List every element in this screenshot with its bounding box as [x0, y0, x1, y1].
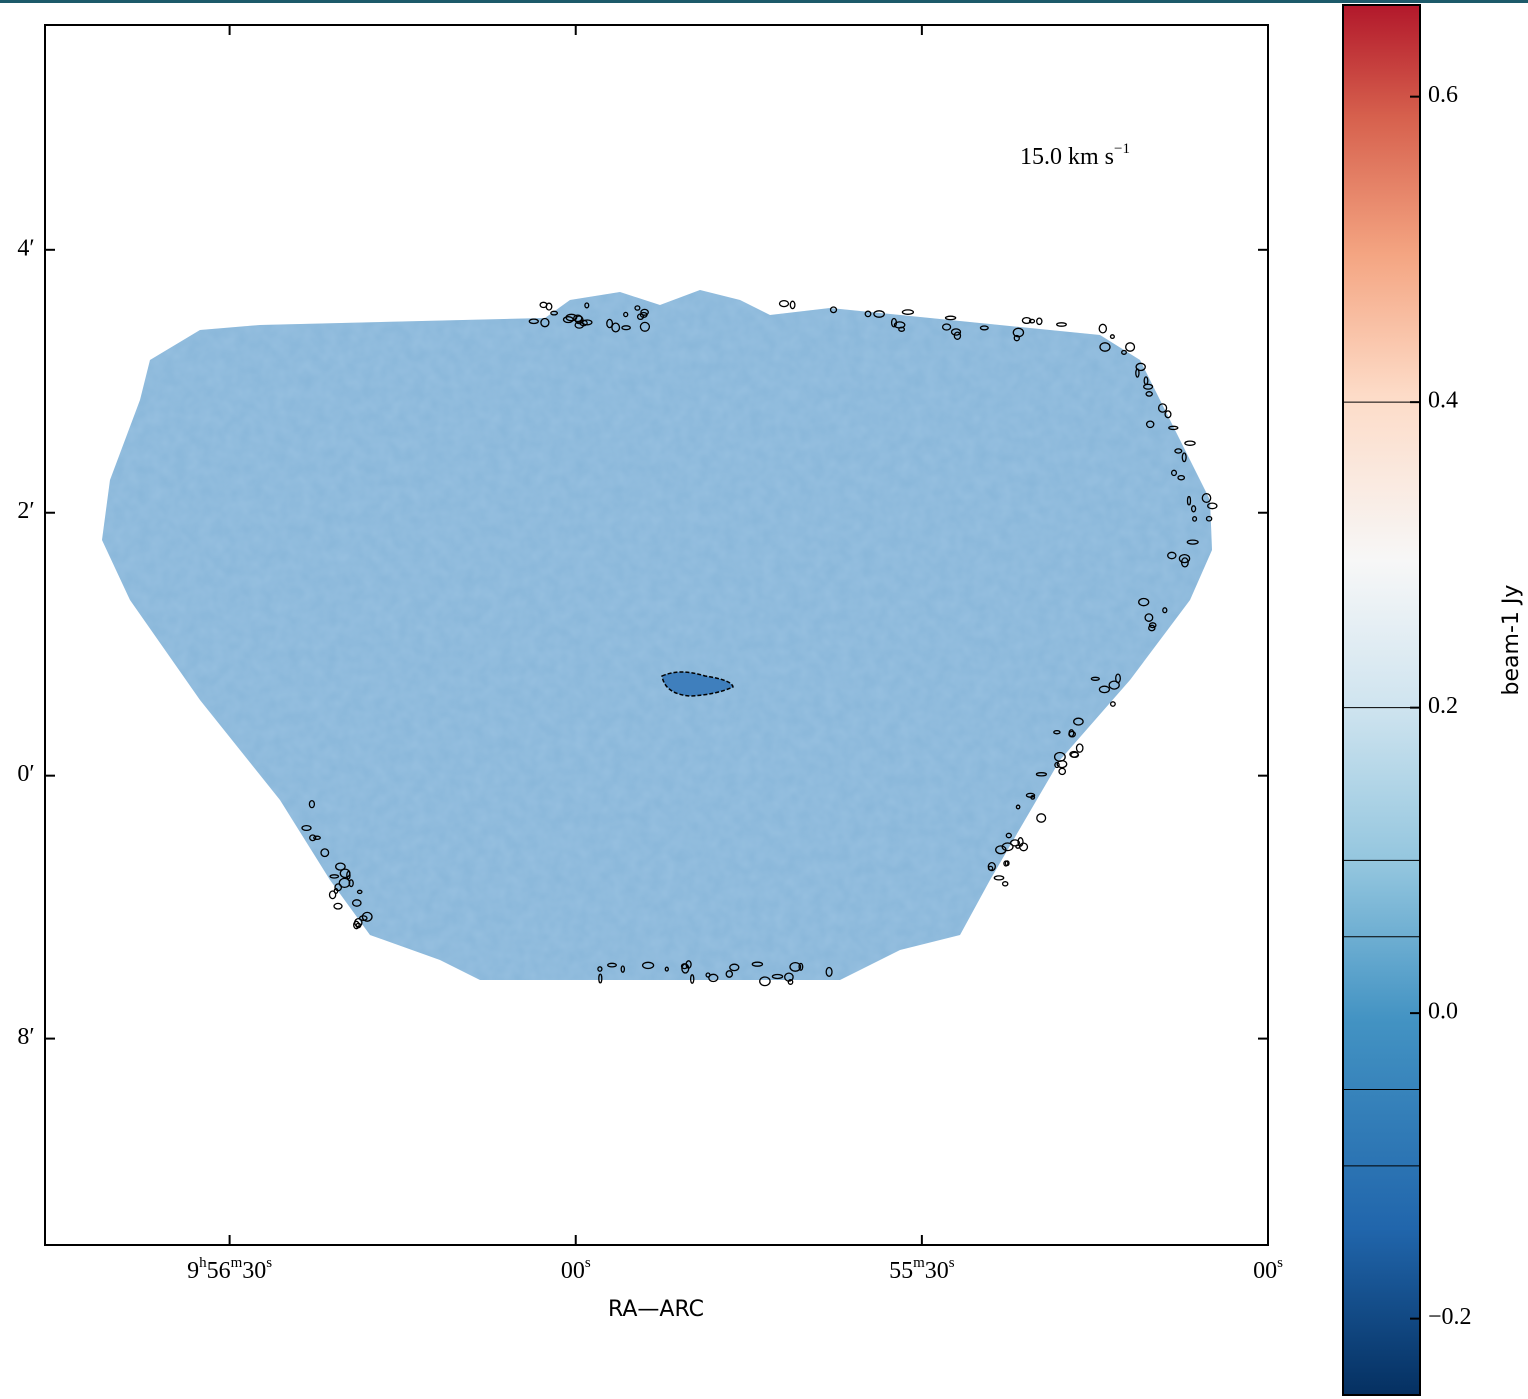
- colorbar: [1343, 5, 1420, 1395]
- top-bar: [0, 0, 1528, 3]
- edge-contour: [1020, 843, 1028, 851]
- x-tick-label: 00s: [1253, 1255, 1283, 1283]
- figure: 15.0 km s−1 RA—ARC beam-1 Jy 9h56m30s 00s…: [0, 0, 1528, 1399]
- edge-contour: [1111, 702, 1116, 706]
- edge-contour: [902, 310, 913, 314]
- edge-contour: [1099, 324, 1106, 333]
- map: [102, 290, 1217, 986]
- x-tick-label: 55m30s: [889, 1255, 955, 1283]
- edge-contour: [780, 301, 789, 307]
- edge-contour: [1037, 318, 1042, 324]
- edge-contour: [1057, 323, 1067, 326]
- edge-contour: [1037, 814, 1046, 822]
- velocity-annotation: 15.0 km s−1: [1020, 141, 1130, 169]
- edge-contour: [330, 891, 336, 899]
- y-tick-label: 0′: [17, 761, 34, 787]
- edge-contour: [946, 316, 956, 319]
- x-tick-label: 9h56m30s: [187, 1255, 272, 1283]
- edge-contour: [1059, 768, 1065, 774]
- edge-contour: [994, 876, 1003, 880]
- edge-contour: [790, 301, 795, 308]
- edge-contour: [1111, 335, 1115, 339]
- colorbar-tick-label: 0.4: [1428, 388, 1458, 414]
- y-tick-label: 4′: [17, 235, 34, 261]
- edge-contour: [1185, 441, 1195, 445]
- edge-contour: [1003, 882, 1008, 886]
- edge-contour: [1077, 744, 1083, 752]
- y-tick-label: 8′: [17, 1024, 34, 1050]
- colorbar-label: beam-1 Jy: [1499, 585, 1524, 696]
- y-tick-label: 2′: [17, 498, 34, 524]
- colorbar-tick-label: 0.0: [1428, 999, 1458, 1025]
- x-tick-label: 00s: [561, 1255, 591, 1283]
- colorbar-tick-label: 0.6: [1428, 82, 1458, 108]
- edge-contour: [1126, 343, 1135, 351]
- edge-contour: [334, 903, 342, 909]
- map-texture: [102, 290, 1212, 980]
- colorbar-tick-label: 0.2: [1428, 693, 1458, 719]
- colorbar-tick-label: −0.2: [1428, 1304, 1472, 1330]
- x-axis-label: RA—ARC: [608, 1297, 704, 1322]
